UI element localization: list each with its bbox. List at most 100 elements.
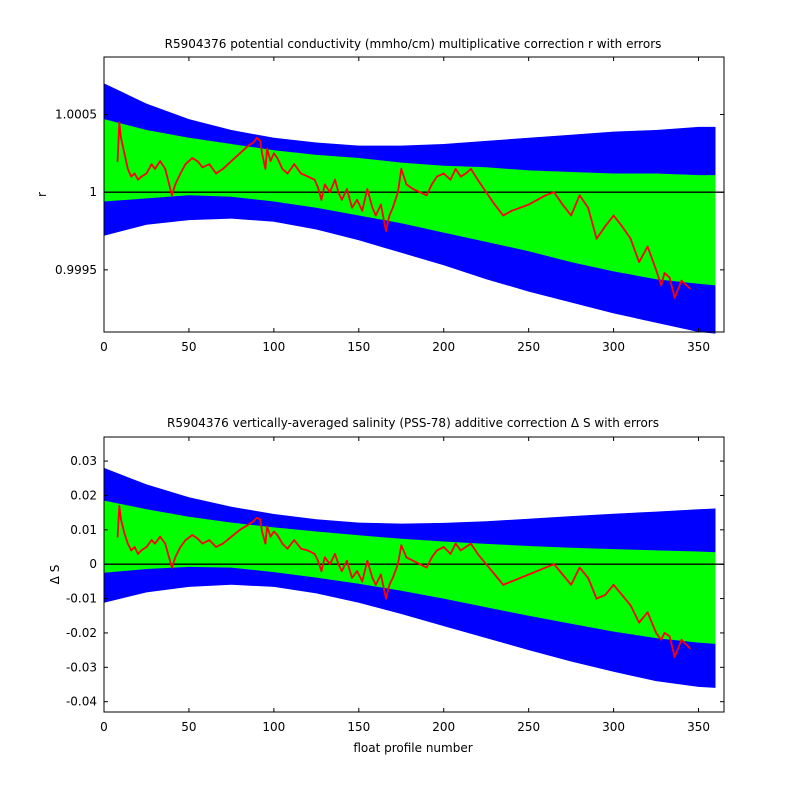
correction-point bbox=[140, 175, 143, 178]
correction-point bbox=[130, 549, 133, 552]
correction-point bbox=[502, 214, 505, 217]
correction-point bbox=[660, 284, 663, 287]
correction-point bbox=[366, 559, 369, 562]
x-tick-label: 250 bbox=[517, 720, 540, 734]
correction-point bbox=[201, 166, 204, 169]
correction-point bbox=[689, 287, 691, 290]
correction-point bbox=[276, 157, 279, 159]
correction-point bbox=[638, 261, 640, 263]
correction-point bbox=[425, 566, 428, 569]
correction-point bbox=[595, 237, 598, 240]
correction-point bbox=[561, 573, 564, 576]
correction-point bbox=[133, 172, 136, 175]
top-chart-title: R5904376 potential conductivity (mmho/cm… bbox=[165, 37, 662, 51]
correction-point bbox=[400, 168, 403, 170]
correction-point bbox=[259, 518, 262, 521]
correction-point bbox=[259, 140, 262, 142]
correction-point bbox=[273, 530, 275, 533]
correction-point bbox=[126, 542, 129, 545]
correction-point bbox=[340, 199, 343, 201]
x-tick-label: 150 bbox=[347, 340, 370, 354]
correction-point bbox=[553, 563, 555, 566]
correction-point bbox=[150, 539, 153, 541]
correction-point bbox=[493, 573, 496, 576]
correction-point bbox=[154, 168, 156, 170]
correction-point bbox=[120, 518, 122, 521]
correction-point bbox=[273, 152, 275, 155]
top-axis-ticks: 0 50 100 150 200 250 300 350 0.9995 1 1.0005 bbox=[55, 57, 724, 354]
x-tick-label: 50 bbox=[181, 720, 196, 734]
correction-point bbox=[239, 152, 241, 155]
correction-point bbox=[222, 168, 224, 170]
correction-point bbox=[405, 183, 408, 186]
correction-point bbox=[519, 206, 522, 209]
correction-point bbox=[184, 163, 187, 166]
x-tick-label: 350 bbox=[687, 720, 710, 734]
correction-point bbox=[159, 535, 162, 538]
correction-point bbox=[430, 556, 433, 559]
correction-point bbox=[442, 546, 445, 548]
x-tick-label: 50 bbox=[181, 340, 196, 354]
y-tick-label: 0.02 bbox=[70, 488, 97, 502]
correction-point bbox=[171, 566, 173, 569]
correction-point bbox=[337, 563, 340, 566]
correction-point bbox=[587, 577, 589, 579]
correction-point bbox=[201, 542, 204, 545]
correction-point bbox=[400, 544, 403, 547]
correction-point bbox=[388, 214, 391, 217]
correction-point bbox=[459, 175, 462, 178]
correction-point bbox=[116, 160, 119, 163]
correction-point bbox=[449, 553, 452, 555]
correction-point bbox=[174, 183, 177, 186]
x-tick-label: 200 bbox=[432, 720, 455, 734]
correction-point bbox=[485, 563, 488, 566]
correction-point bbox=[519, 577, 522, 579]
correction-point bbox=[604, 594, 606, 596]
correction-point bbox=[527, 573, 530, 576]
correction-point bbox=[476, 553, 479, 555]
correction-point bbox=[655, 632, 657, 634]
correction-point bbox=[638, 621, 640, 624]
correction-point bbox=[154, 542, 156, 545]
correction-point bbox=[397, 563, 399, 566]
correction-point bbox=[281, 542, 284, 545]
x-tick-label: 0 bbox=[100, 340, 108, 354]
correction-point bbox=[570, 583, 572, 586]
correction-point bbox=[215, 172, 218, 175]
correction-point bbox=[680, 638, 683, 641]
correction-point bbox=[140, 549, 143, 552]
correction-point bbox=[663, 272, 666, 274]
correction-point bbox=[595, 597, 598, 600]
correction-point bbox=[300, 172, 302, 175]
correction-point bbox=[159, 160, 162, 163]
correction-point bbox=[306, 549, 309, 552]
correction-point bbox=[436, 175, 438, 178]
correction-point bbox=[629, 237, 632, 240]
correction-point bbox=[689, 647, 691, 650]
x-tick-label: 300 bbox=[602, 720, 625, 734]
bottom-axes-frame bbox=[103, 436, 725, 713]
x-tick-label: 200 bbox=[432, 340, 455, 354]
correction-point bbox=[470, 168, 472, 170]
bottom-correction-series bbox=[116, 504, 691, 658]
inner-error-band bbox=[104, 500, 716, 644]
correction-point bbox=[553, 191, 555, 194]
bottom-x-axis-label: float profile number bbox=[353, 741, 472, 755]
correction-point bbox=[252, 520, 255, 523]
correction-point bbox=[179, 172, 182, 175]
correction-point bbox=[247, 523, 250, 526]
y-tick-label: -0.04 bbox=[66, 695, 97, 709]
correction-point bbox=[126, 168, 129, 170]
correction-point bbox=[230, 535, 233, 538]
correction-point bbox=[118, 121, 121, 124]
correction-point bbox=[668, 635, 671, 638]
correction-point bbox=[561, 203, 564, 206]
bottom-y-axis-label: Δ S bbox=[48, 565, 62, 585]
correction-point bbox=[261, 152, 263, 155]
correction-point bbox=[510, 209, 513, 212]
correction-point bbox=[544, 194, 547, 197]
correction-point bbox=[137, 178, 139, 181]
correction-point bbox=[145, 546, 148, 548]
correction-point bbox=[306, 175, 309, 178]
